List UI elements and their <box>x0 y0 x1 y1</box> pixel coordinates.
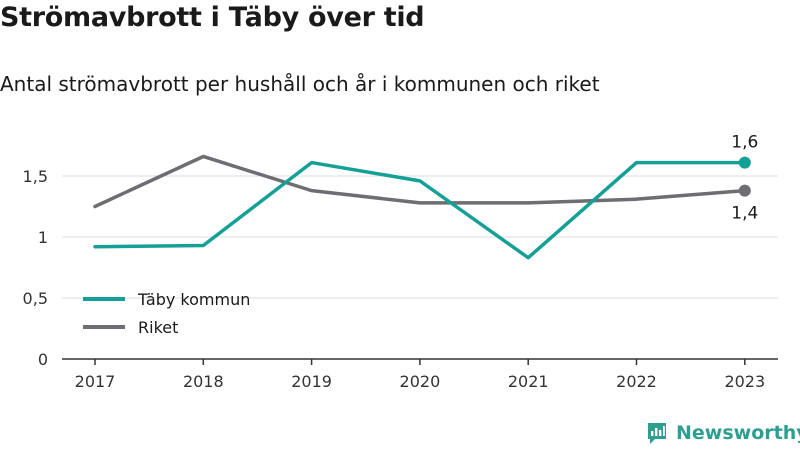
y-tick-label: 1 <box>38 228 48 247</box>
y-tick-label: 0 <box>38 350 48 369</box>
y-tick-label: 0,5 <box>23 289 48 308</box>
series-line <box>93 160 747 260</box>
x-tick-label: 2019 <box>291 372 332 391</box>
y-axis-ticks: 0 0,5 1 1,5 <box>23 167 48 369</box>
series-lines <box>93 154 747 260</box>
legend-label: Täby kommun <box>137 290 250 309</box>
end-value-label: 1,4 <box>731 204 758 224</box>
end-value-label: 1,6 <box>731 133 758 153</box>
series-endpoints: 1,6 1,4 <box>731 133 758 224</box>
x-tick-label: 2018 <box>183 372 224 391</box>
chart-title: Strömavbrott i Täby över tid <box>0 2 425 33</box>
series-line <box>93 154 747 209</box>
y-tick-label: 1,5 <box>23 167 48 186</box>
x-tick-label: 2017 <box>75 372 116 391</box>
x-tick-label: 2020 <box>400 372 441 391</box>
x-axis: 2017 2018 2019 2020 2021 2022 2023 <box>62 358 778 391</box>
series-endpoint <box>738 156 751 169</box>
legend-label: Riket <box>138 318 178 337</box>
series-endpoint <box>738 184 751 197</box>
brand-name: Newsworthy <box>676 422 800 444</box>
x-tick-label: 2021 <box>508 372 549 391</box>
legend: Täby kommun Riket <box>83 290 250 337</box>
x-tick-label: 2023 <box>724 372 765 391</box>
brand: Newsworthy <box>646 421 800 445</box>
x-tick-label: 2022 <box>616 372 657 391</box>
gridlines <box>62 175 778 299</box>
chart-subtitle: Antal strömavbrott per hushåll och år i … <box>0 72 600 96</box>
newsworthy-logo-icon <box>648 423 666 444</box>
